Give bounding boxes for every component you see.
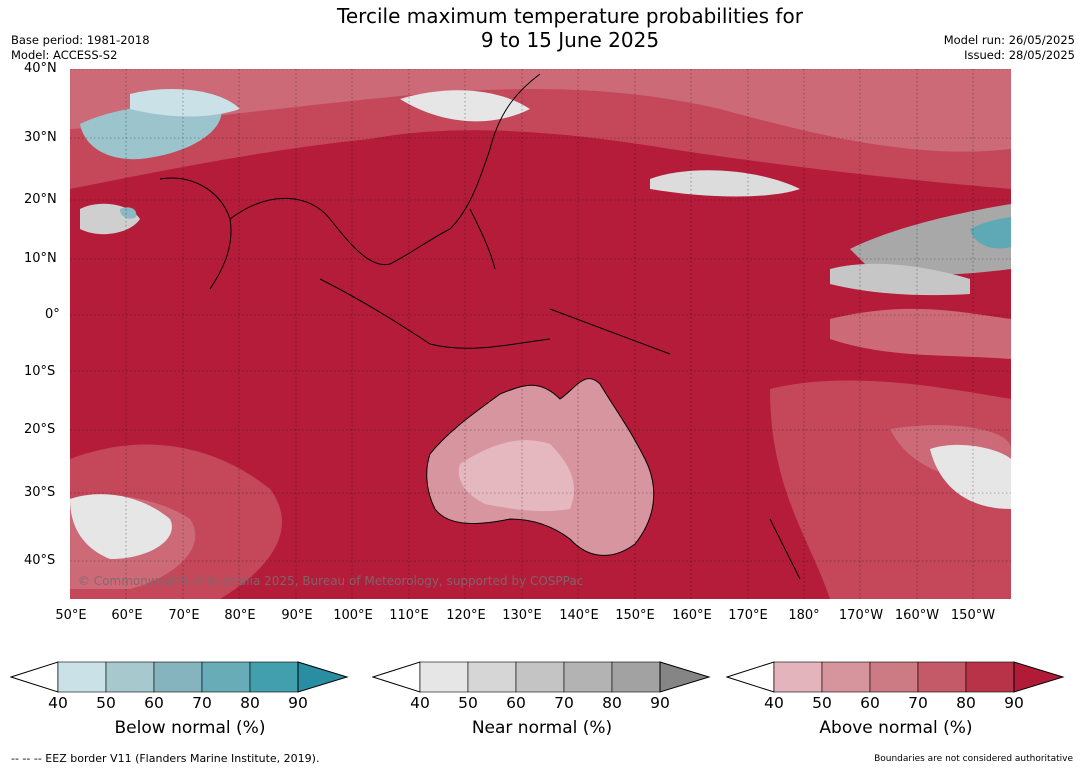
near-normal-areas — [70, 90, 1011, 559]
issued-date: Issued: 28/05/2025 — [964, 48, 1075, 62]
colorbar-tick: 50 — [458, 694, 478, 712]
indonesia-coastline — [319, 278, 551, 349]
lat-label: 20°N — [24, 192, 57, 207]
philippines-coastline — [469, 208, 496, 270]
eez-border-note: -- -- -- EEZ border V11 (Flanders Marine… — [11, 752, 320, 765]
lon-label: 90°E — [281, 608, 313, 623]
map-title: Tercile maximum temperature probabilitie… — [0, 4, 1085, 52]
below-normal-scale — [9, 661, 349, 693]
below-normal-areas — [80, 89, 1011, 249]
lat-label: 10°N — [24, 251, 57, 266]
model-name: Model: ACCESS-S2 — [11, 48, 118, 62]
colorbar-tick: 40 — [410, 694, 430, 712]
run-info: Model run: 26/05/2025 Issued: 28/05/2025 — [944, 33, 1075, 63]
lon-label: 160°W — [894, 608, 940, 623]
colorbar-tick: 90 — [1004, 694, 1024, 712]
lon-label: 150°E — [615, 608, 655, 623]
colorbar-tick: 80 — [956, 694, 976, 712]
lat-label: 40°N — [24, 61, 57, 76]
colorbar-tick: 50 — [812, 694, 832, 712]
lat-label: 20°S — [24, 422, 56, 437]
colorbar-tick: 80 — [240, 694, 260, 712]
lon-label: 180° — [788, 608, 820, 623]
model-info: Base period: 1981-2018 Model: ACCESS-S2 — [11, 33, 150, 63]
new-zealand-coastline — [769, 518, 801, 580]
title-line-2: 9 to 15 June 2025 — [480, 28, 660, 52]
lon-label: 100°E — [333, 608, 373, 623]
lon-label: 110°E — [389, 608, 429, 623]
coastlines — [159, 73, 801, 580]
colorbar-tick: 60 — [860, 694, 880, 712]
lat-label: 30°N — [24, 130, 57, 145]
colorbar-tick: 60 — [506, 694, 526, 712]
colorbar-tick: 50 — [96, 694, 116, 712]
graticule — [70, 69, 1011, 599]
lon-label: 80°E — [224, 608, 256, 623]
lon-label: 70°E — [168, 608, 200, 623]
near-normal-title: Near normal (%) — [471, 718, 613, 738]
lon-label: 150°W — [950, 608, 996, 623]
base-period: Base period: 1981-2018 — [11, 33, 150, 47]
colorbar-tick: 70 — [908, 694, 928, 712]
asia-coastline — [229, 73, 541, 266]
lon-label: 60°E — [111, 608, 143, 623]
lon-label: 120°E — [446, 608, 486, 623]
above-normal-colorbar: 40 50 60 70 80 90 Above normal (%) — [725, 660, 1066, 740]
colorbar-tick: 70 — [192, 694, 212, 712]
near-normal-scale — [371, 661, 711, 693]
colorbar-tick: 90 — [288, 694, 308, 712]
boundaries-disclaimer: Boundaries are not considered authoritat… — [874, 754, 1073, 764]
lat-label: 10°S — [24, 364, 56, 379]
colorbar-tick: 40 — [48, 694, 68, 712]
below-normal-colorbar: 40 50 60 70 80 90 Below normal (%) — [9, 660, 350, 740]
colorbar-tick: 60 — [144, 694, 164, 712]
lat-label: 30°S — [24, 485, 56, 500]
lon-label: 160°E — [672, 608, 712, 623]
colorbar-tick: 70 — [554, 694, 574, 712]
lon-label: 140°E — [559, 608, 599, 623]
lon-label: 130°E — [502, 608, 542, 623]
australia-interior — [458, 440, 574, 512]
colorbar-tick: 90 — [650, 694, 670, 712]
lon-label: 170°E — [728, 608, 768, 623]
below-normal-title: Below normal (%) — [114, 718, 266, 738]
tercile-probability-map — [70, 69, 1011, 599]
above-normal-title: Above normal (%) — [819, 718, 973, 738]
title-line-1: Tercile maximum temperature probabilitie… — [337, 4, 803, 28]
model-run-date: Model run: 26/05/2025 — [943, 33, 1075, 47]
lat-label: 0° — [45, 307, 60, 322]
lon-label: 170°W — [838, 608, 884, 623]
lat-label: 40°S — [24, 553, 56, 568]
near-normal-colorbar: 40 50 60 70 80 90 Near normal (%) — [371, 660, 712, 740]
copyright-notice: © Commonwealth of Australia 2025, Bureau… — [78, 574, 584, 588]
colorbar-tick: 80 — [602, 694, 622, 712]
colorbar-tick: 40 — [764, 694, 784, 712]
new-guinea-coastline — [549, 308, 671, 355]
above-normal-scale — [725, 661, 1065, 693]
lon-label: 50°E — [55, 608, 87, 623]
